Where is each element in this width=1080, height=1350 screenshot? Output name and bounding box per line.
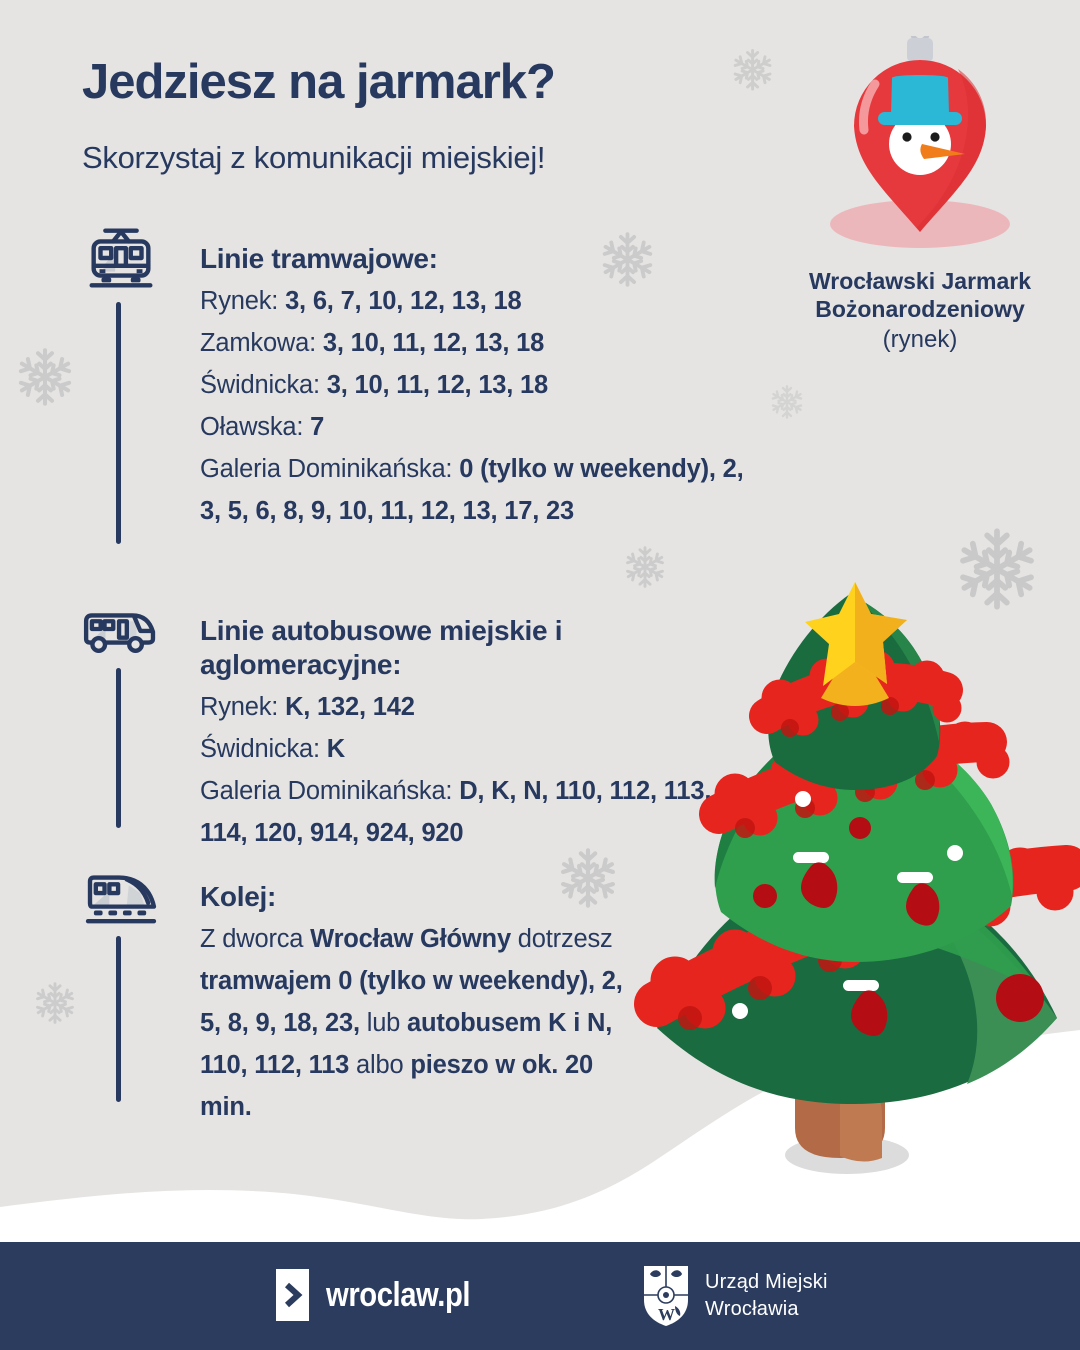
section-rail: Kolej: Z dworca Wrocław Główny dotrzesz … — [80, 862, 640, 1128]
transport-line: Galeria Dominikańska: D, K, N, 110, 112,… — [200, 777, 712, 847]
page-title: Jedziesz na jarmark? — [82, 55, 556, 109]
transport-line: Galeria Dominikańska: 0 (tylko w weekend… — [200, 455, 744, 525]
section-bus-lines: Linie autobusowe miejskie i aglomeracyjn… — [80, 596, 760, 854]
section-title-rail: Kolej: — [200, 881, 276, 912]
transport-line: Zamkowa: 3, 10, 11, 12, 13, 18 — [200, 329, 545, 357]
city-office-signature: W Urząd Miejski Wrocławia — [642, 1264, 828, 1328]
section-title-bus: Linie autobusowe miejskie i aglomeracyjn… — [200, 615, 563, 680]
tram-icon — [89, 228, 153, 288]
christmas-tree-illustration — [634, 582, 1080, 1174]
org-line2: Wrocławia — [705, 1298, 799, 1320]
market-caption-line3: (rynek) — [882, 326, 958, 353]
site-name: wroclaw.pl — [326, 1275, 471, 1314]
org-line1: Urząd Miejski — [705, 1271, 828, 1293]
section-title-tram: Linie tramwajowe: — [200, 243, 438, 274]
transport-line: Z dworca Wrocław Główny dotrzesz tramwaj… — [200, 925, 623, 1121]
transport-line: Rynek: K, 132, 142 — [200, 693, 415, 721]
chevron-right-icon — [284, 1282, 302, 1308]
bus-lines-list: Rynek: K, 132, 142 Świdnicka: K Galeria Do… — [200, 686, 740, 854]
snowflake-icon — [771, 386, 802, 417]
tram-lines-list: Rynek: 3, 6, 7, 10, 12, 13, 18 Zamkowa: 3… — [200, 280, 760, 532]
transport-line: Rynek: 3, 6, 7, 10, 12, 13, 18 — [200, 287, 522, 315]
transport-line: Świdnicka: 3, 10, 11, 12, 13, 18 — [200, 371, 549, 399]
bus-icon — [83, 613, 156, 653]
footer-bar: wroclaw.pl W Urząd Miejski — [0, 1242, 1080, 1350]
train-icon — [85, 875, 157, 924]
page-subtitle: Skorzystaj z komunikacji miejskiej! — [82, 140, 546, 175]
wroclaw-pl-logo: wroclaw.pl — [276, 1269, 494, 1321]
svg-text:W: W — [658, 1305, 675, 1324]
snowflake-icon — [18, 350, 71, 403]
market-caption-line1: Wrocławski Jarmark — [808, 268, 1032, 294]
rail-info-text: Z dworca Wrocław Główny dotrzesz tramwaj… — [200, 918, 640, 1128]
section-tram-lines: Linie tramwajowe: Rynek: 3, 6, 7, 10, 12… — [80, 224, 760, 544]
timeline-connector — [116, 936, 121, 1102]
snowman-pin-icon — [830, 24, 1010, 248]
wroclaw-crest-icon: W — [644, 1266, 688, 1326]
market-caption: Wrocławski Jarmark Bożonarodzeniowy (ryn… — [808, 267, 1032, 355]
transport-line: Oławska: 7 — [200, 413, 325, 441]
timeline-connector — [116, 668, 121, 828]
market-caption-line2: Bożonarodzeniowy — [815, 296, 1025, 322]
timeline-connector — [116, 302, 121, 544]
transport-line: Świdnicka: K — [200, 735, 345, 763]
snowflake-icon — [733, 50, 772, 89]
market-location-marker: Wrocławski Jarmark Bożonarodzeniowy (ryn… — [808, 24, 1032, 355]
chevron-box — [276, 1269, 309, 1321]
